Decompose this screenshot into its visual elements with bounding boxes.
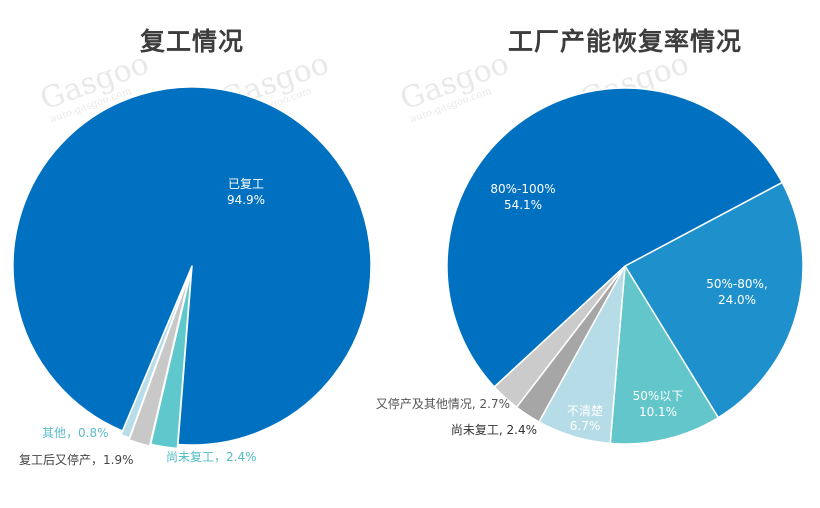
label-stopped-other: 又停产及其他情况, 2.7%	[376, 396, 510, 411]
label-below-50-range: 50%以下	[633, 389, 684, 403]
watermark-logo: Gasgoo auto.gasgoo.com	[396, 46, 514, 125]
label-unknown-name: 不清楚	[567, 404, 603, 418]
right-chart-title: 工厂产能恢复率情况	[507, 27, 742, 56]
label-resumed-value: 94.9%	[227, 193, 265, 207]
label-50-80-range: 50%-80%,	[706, 277, 768, 291]
right-pie-chart	[446, 87, 804, 445]
label-50-80-value: 24.0%	[718, 293, 756, 307]
left-pie-chart	[12, 86, 372, 450]
label-restopped: 复工后又停产，1.9%	[19, 452, 134, 467]
pie-slice-5	[446, 87, 783, 388]
left-pie-labels: 已复工 94.9% 其他，0.8% 复工后又停产，1.9% 尚未复工，2.4%	[19, 177, 265, 467]
label-80-100-range: 80%-100%	[490, 182, 555, 196]
right-pie-labels: 80%-100% 54.1% 50%-80%, 24.0% 50%以下 10.1…	[376, 182, 768, 437]
pie-slice-0	[624, 181, 804, 419]
label-not-resumed-right: 尚未复工, 2.4%	[451, 423, 537, 437]
pie-slice-3	[12, 86, 372, 446]
left-chart-title: 复工情况	[139, 27, 244, 56]
label-not-resumed: 尚未复工，2.4%	[166, 450, 257, 464]
label-80-100-value: 54.1%	[504, 198, 542, 212]
pie-slice-1	[609, 265, 720, 445]
label-resumed-name: 已复工	[228, 177, 264, 191]
pie-slice-1	[128, 271, 192, 447]
label-unknown-value: 6.7%	[570, 419, 601, 433]
label-below-50-value: 10.1%	[639, 405, 677, 419]
label-other: 其他，0.8%	[42, 426, 109, 440]
